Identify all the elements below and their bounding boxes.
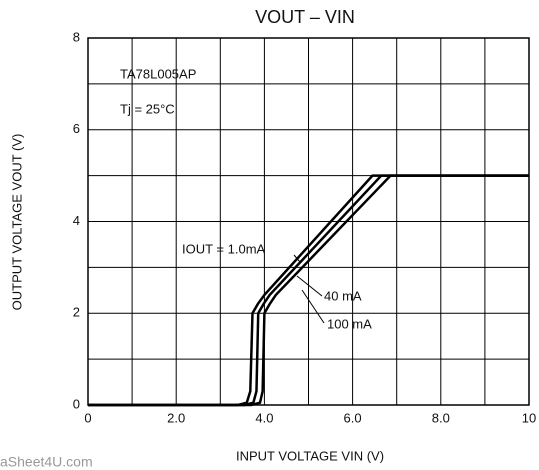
annotation: Tj = 25°C — [120, 101, 175, 116]
y-axis-label: OUTPUT VOLTAGE VOUT (V) — [9, 134, 24, 311]
x-tick-label: 4.0 — [255, 410, 273, 425]
watermark: aSheet4U.com — [0, 454, 93, 470]
series-line — [88, 174, 529, 407]
x-axis-label: INPUT VOLTAGE VIN (V) — [236, 448, 384, 463]
y-tick-label: 2 — [73, 305, 80, 320]
leader-line — [296, 275, 323, 297]
plot-frame — [87, 37, 530, 406]
series-label: 100 mA — [327, 316, 372, 331]
annotation: TA78L005AP — [120, 66, 196, 81]
y-tick-label: 4 — [73, 213, 80, 228]
x-tick-label: 8.0 — [432, 410, 450, 425]
x-tick-label: 0 — [84, 410, 91, 425]
y-tick-label: 6 — [73, 121, 80, 136]
y-tick-label: 0 — [73, 396, 80, 411]
y-tick-label: 8 — [73, 29, 80, 44]
leader-line — [301, 289, 325, 324]
x-tick-label: 2.0 — [167, 410, 185, 425]
series-label: 40 mA — [324, 288, 362, 303]
x-tick-label: 6.0 — [344, 410, 362, 425]
series-label: IOUT = 1.0mA — [182, 241, 266, 256]
chart-title: VOUT – VIN — [255, 7, 355, 27]
x-tick-label: 10 — [522, 410, 536, 425]
